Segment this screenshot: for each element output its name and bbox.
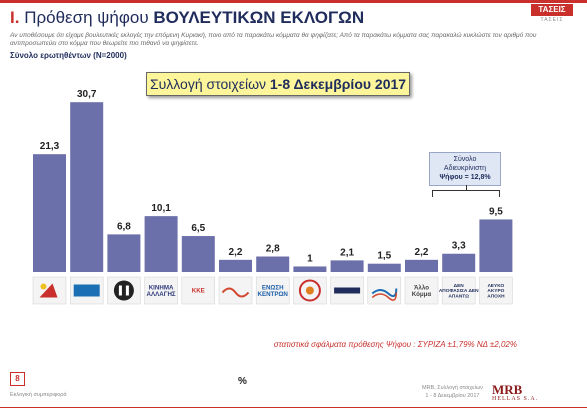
mrb-logo-main: MRB xyxy=(492,382,523,397)
party-label: ΔΕΝ xyxy=(454,283,465,289)
party-logo-shape xyxy=(40,283,47,290)
callout-line2: Αδιευκρίνιστη xyxy=(443,165,487,172)
footer-section: Εκλογική συμπεριφορά xyxy=(10,392,67,398)
party-label: ΑΠΟΧΗ xyxy=(487,293,505,299)
bar xyxy=(367,263,401,272)
page-title: I. Πρόθεση ψήφου ΒΟΥΛΕΥΤΙΚΩΝ ΕΚΛΟΓΩΝ xyxy=(10,8,364,28)
bar-value-label: 2,2 xyxy=(229,247,243,258)
party-logo-shape xyxy=(371,292,398,301)
callout-line3: Ψήφου = 12,8% xyxy=(439,174,491,181)
mrb-logo-sub: HELLAS S.A. xyxy=(492,396,539,402)
tasis-logo-box: ΤΑΣΕΙΣ xyxy=(531,4,573,16)
statistical-errors-note: στατιστικά σφάλματα πρόθεσης Ψήφου : ΣΥΡ… xyxy=(273,340,517,349)
question-text: Αν υποθέσουμε ότι είχαμε βουλευτικές εκλ… xyxy=(10,32,537,47)
mrb-logo: MRB HELLAS S.A. xyxy=(492,382,539,402)
party-logo-shape xyxy=(73,284,100,297)
party-logo-shape xyxy=(39,283,58,298)
undecided-callout: Σύνολο Αδιευκρίνιστη Ψήφου = 12,8% xyxy=(429,152,501,186)
party-logo-tile xyxy=(144,276,178,305)
bar-value-label: 6,5 xyxy=(191,223,205,234)
party-logo-shape xyxy=(221,287,250,298)
bar-value-label: 3,3 xyxy=(452,241,466,252)
party-logo-tile xyxy=(404,276,439,305)
bar-value-label: 6,8 xyxy=(117,221,131,232)
bar xyxy=(33,154,66,272)
title-part1: Πρόθεση ψήφου xyxy=(24,8,149,27)
bar xyxy=(293,266,327,272)
top-accent-band xyxy=(0,0,587,3)
collection-period-box: Συλλογή στοιχείων 1-8 Δεκεμβρίου 2017 xyxy=(146,72,410,96)
tasis-logo-sub: ΤΑΣΕΙΣ xyxy=(540,17,564,23)
bar-value-label: 2,8 xyxy=(266,244,280,255)
party-logo-tile xyxy=(181,276,216,305)
respondents-label: Σύνολο ερωτηθέντων (Ν=2000) xyxy=(10,51,127,60)
tasis-logo: ΤΑΣΕΙΣ ΤΑΣΕΙΣ xyxy=(531,4,573,28)
bar-value-label: 1 xyxy=(307,253,313,264)
party-logo-tile xyxy=(479,276,513,305)
party-label: Κόμμα xyxy=(412,291,432,298)
bar xyxy=(181,236,215,272)
party-logo-shape xyxy=(113,280,134,301)
bar-value-label: 30,7 xyxy=(77,89,97,100)
party-label: ΚΙΝΗΜΑ xyxy=(149,284,174,291)
party-label: ΑΛΛΑΓΗΣ xyxy=(147,291,176,298)
collection-dates: 1-8 Δεκεμβρίου 2017 xyxy=(269,76,407,92)
footer-line xyxy=(0,407,587,408)
party-label: Άλλο xyxy=(414,284,429,291)
bar-value-label: 21,3 xyxy=(40,141,60,152)
party-logo-shape xyxy=(305,286,314,295)
title-part2: ΒΟΥΛΕΥΤΙΚΩΝ ΕΚΛΟΓΩΝ xyxy=(153,8,365,27)
footer-source: MRB, Συλλογή στοιχείων 1 - 8 Δεκεμβρίου … xyxy=(422,384,483,400)
bar xyxy=(219,259,252,272)
bar-value-label: 10,1 xyxy=(151,203,171,214)
percent-unit-label: % xyxy=(238,376,247,387)
party-logo-shape xyxy=(118,285,122,296)
bar-value-label: 1,5 xyxy=(377,251,391,262)
bar xyxy=(70,102,104,272)
bar xyxy=(405,259,438,272)
collection-prefix: Συλλογή στοιχείων xyxy=(149,76,266,92)
bar-value-label: 2,1 xyxy=(340,247,354,258)
party-logo-shape xyxy=(125,285,129,296)
footer-source-line1: MRB, Συλλογή στοιχείων xyxy=(422,385,483,391)
bar xyxy=(107,234,141,272)
bar-value-label: 2,2 xyxy=(415,247,429,258)
party-label: ΚΚΕ xyxy=(192,288,205,295)
bar xyxy=(256,256,290,272)
party-label: ΕΝΩΣΗ xyxy=(262,284,284,291)
bar xyxy=(330,260,364,272)
party-label: ΑΠΟΦΑΣΙΣΑ ΔΕΝ xyxy=(439,288,479,294)
bar xyxy=(479,219,513,272)
party-logo-shape xyxy=(334,287,361,294)
bar-value-label: 9,5 xyxy=(489,206,503,217)
party-logo-tile xyxy=(255,276,290,305)
undecided-bracket xyxy=(432,185,500,197)
page-number: 8 xyxy=(10,372,25,386)
party-label: ΑΚΥΡΟ xyxy=(487,288,504,294)
bar xyxy=(442,253,476,272)
party-label: ΑΠΑΝΤΩ xyxy=(448,293,469,299)
footer-source-line2: 1 - 8 Δεκεμβρίου 2017 xyxy=(425,393,480,399)
party-label: ΚΕΝΤΡΩΝ xyxy=(257,291,288,298)
callout-line1: Σύνολο xyxy=(453,156,477,163)
party-label: ΛΕΥΚΟ xyxy=(488,283,505,289)
party-logo-tile xyxy=(441,276,476,305)
party-logo-shape xyxy=(298,279,321,302)
bar xyxy=(144,216,178,272)
title-number: I. xyxy=(10,8,20,27)
